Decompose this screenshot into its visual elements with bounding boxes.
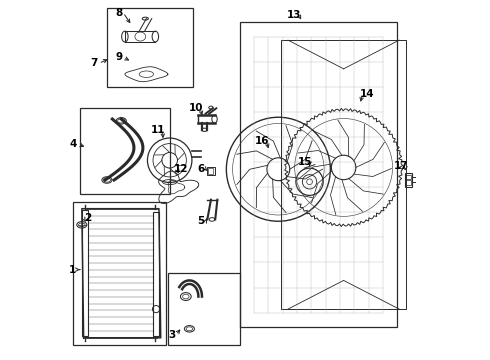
Bar: [82, 211, 88, 336]
Text: 9: 9: [115, 52, 122, 62]
Bar: [107, 8, 193, 87]
Text: 11: 11: [151, 125, 166, 135]
Text: 6: 6: [197, 164, 205, 174]
Text: 14: 14: [360, 89, 374, 99]
Bar: [168, 273, 240, 345]
Text: 12: 12: [174, 163, 189, 174]
Text: 2: 2: [84, 213, 92, 223]
Bar: [406, 180, 411, 185]
Bar: [153, 212, 159, 336]
Text: 13: 13: [287, 10, 302, 20]
Text: 15: 15: [298, 157, 313, 167]
Bar: [80, 108, 170, 194]
Text: 16: 16: [255, 136, 269, 145]
Text: 8: 8: [115, 8, 122, 18]
Bar: [281, 40, 406, 309]
Bar: [405, 173, 413, 187]
Text: 4: 4: [70, 139, 77, 149]
Text: 3: 3: [168, 330, 175, 340]
Bar: [207, 167, 215, 175]
Text: 7: 7: [91, 58, 98, 68]
Bar: [406, 175, 411, 179]
Text: 5: 5: [197, 216, 205, 226]
Bar: [240, 22, 397, 327]
Bar: [73, 202, 166, 345]
Text: 17: 17: [394, 161, 409, 171]
Text: 1: 1: [69, 265, 76, 275]
Bar: [208, 168, 213, 174]
Text: 10: 10: [189, 103, 203, 113]
